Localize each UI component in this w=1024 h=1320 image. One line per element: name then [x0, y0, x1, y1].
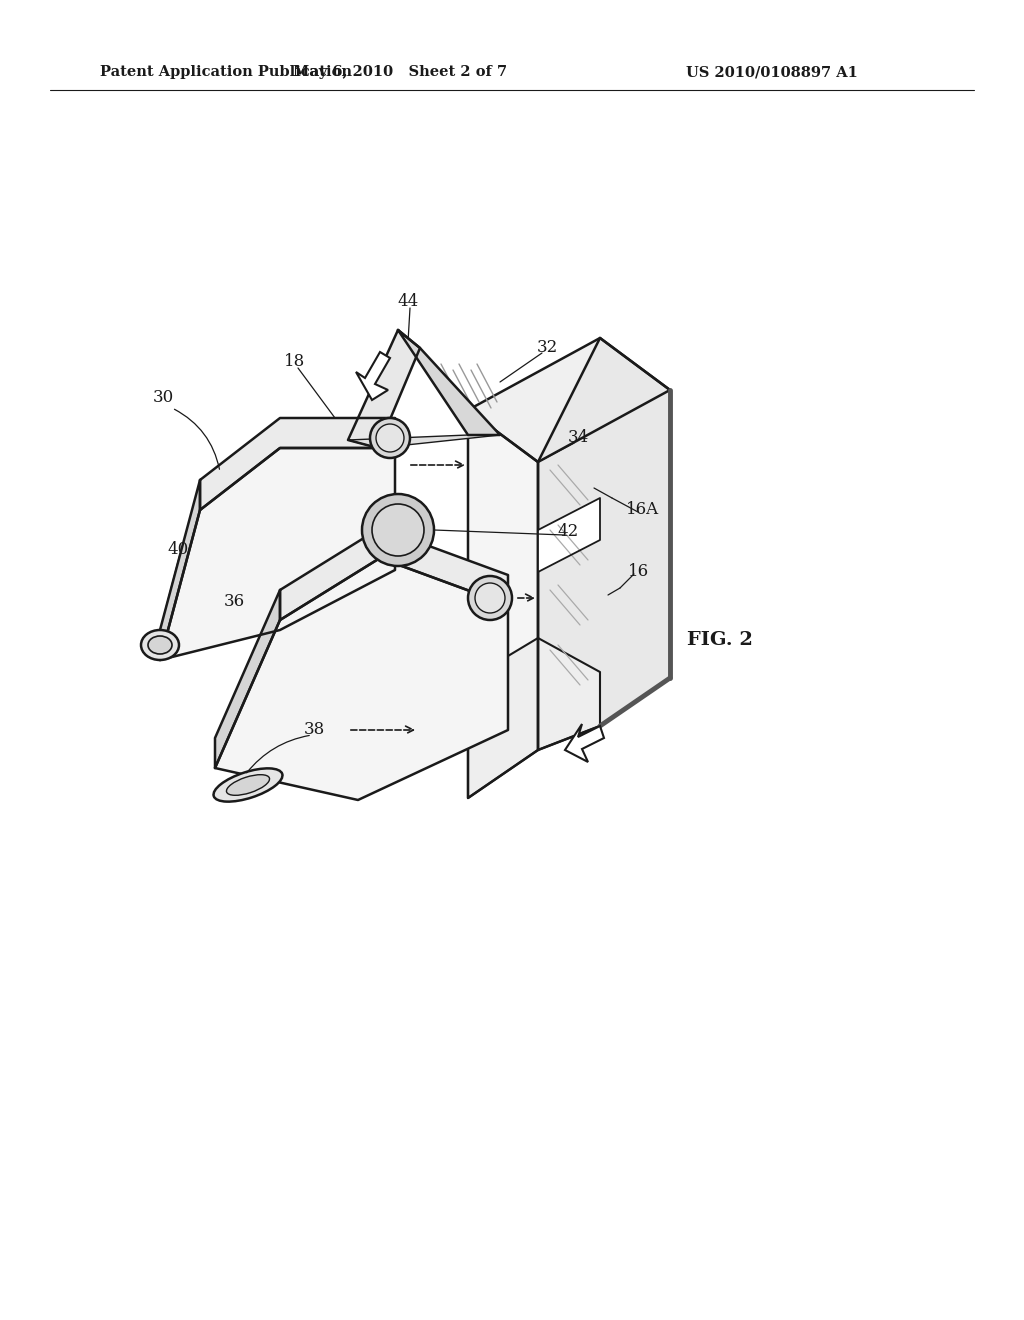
Text: FIG. 2: FIG. 2	[687, 631, 753, 649]
Text: 16: 16	[628, 564, 648, 581]
Circle shape	[475, 583, 505, 612]
Text: 42: 42	[557, 524, 579, 540]
Polygon shape	[200, 418, 395, 510]
Polygon shape	[538, 338, 670, 750]
Text: Patent Application Publication: Patent Application Publication	[100, 65, 352, 79]
Text: 44: 44	[397, 293, 419, 310]
Circle shape	[376, 424, 404, 451]
Polygon shape	[468, 411, 538, 799]
Polygon shape	[280, 528, 508, 620]
Ellipse shape	[148, 636, 172, 653]
Text: US 2010/0108897 A1: US 2010/0108897 A1	[686, 65, 858, 79]
Text: 18: 18	[285, 354, 305, 371]
Polygon shape	[348, 436, 500, 447]
Circle shape	[372, 504, 424, 556]
Polygon shape	[356, 352, 390, 400]
Text: 30: 30	[153, 389, 174, 407]
Polygon shape	[160, 480, 200, 660]
Polygon shape	[215, 558, 508, 800]
Ellipse shape	[226, 775, 269, 796]
Text: 38: 38	[303, 722, 325, 738]
Polygon shape	[565, 723, 604, 762]
Polygon shape	[160, 447, 395, 660]
Text: 36: 36	[223, 594, 245, 610]
Circle shape	[370, 418, 410, 458]
Text: May 6, 2010   Sheet 2 of 7: May 6, 2010 Sheet 2 of 7	[293, 65, 507, 79]
Circle shape	[362, 494, 434, 566]
Ellipse shape	[141, 630, 179, 660]
Text: 32: 32	[537, 339, 558, 356]
Text: 16A: 16A	[627, 502, 659, 519]
Polygon shape	[468, 338, 670, 462]
Polygon shape	[348, 330, 420, 447]
Ellipse shape	[214, 768, 283, 801]
Polygon shape	[215, 590, 280, 768]
Polygon shape	[398, 330, 500, 436]
Polygon shape	[538, 498, 600, 572]
Circle shape	[468, 576, 512, 620]
Polygon shape	[468, 638, 600, 799]
Text: 34: 34	[567, 429, 589, 446]
Text: 40: 40	[167, 541, 188, 558]
